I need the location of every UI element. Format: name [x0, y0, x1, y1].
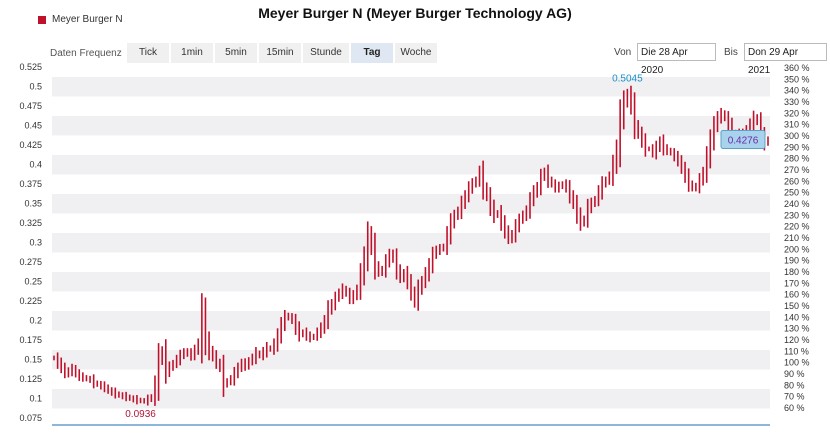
y-left-tick: 0.1 — [29, 394, 42, 404]
frequency-buttons: Tick 1min 5min 15min Stunde Tag Woche — [127, 43, 439, 63]
y-left-tick: 0.525 — [19, 62, 42, 72]
grid-band — [52, 77, 770, 97]
y-left-tick: 0.3 — [29, 238, 42, 248]
grid-band — [52, 194, 770, 214]
y-right-tick: 140 % — [784, 312, 810, 322]
freq-button-15min[interactable]: 15min — [259, 43, 301, 63]
y-axis-left: 0.525 0.5 0.475 0.45 0.425 0.4 0.375 0.35 0.325 0… — [19, 62, 42, 423]
grid-band — [52, 233, 770, 253]
y-right-tick: 110 % — [784, 346, 809, 356]
y-right-tick: 60 % — [784, 403, 805, 413]
y-right-tick: 190 % — [784, 256, 810, 266]
y-right-tick: 300 % — [784, 131, 810, 141]
frequency-label: Daten Frequenz — [50, 48, 122, 59]
current-price-box — [720, 130, 766, 150]
y-right-tick: 160 % — [784, 290, 810, 300]
y-left-tick: 0.175 — [19, 335, 42, 345]
grid-bands — [52, 77, 770, 409]
grid-band — [52, 311, 770, 331]
y-left-tick: 0.225 — [19, 296, 42, 306]
y-left-tick: 0.5 — [29, 82, 42, 92]
to-label: Bis — [724, 47, 738, 58]
legend: Meyer Burger N — [38, 14, 123, 25]
freq-button-tick[interactable]: Tick — [127, 43, 169, 63]
y-right-tick: 130 % — [784, 324, 810, 334]
y-left-tick: 0.25 — [24, 277, 42, 287]
y-right-tick: 290 % — [784, 142, 810, 152]
y-right-tick: 320 % — [784, 108, 810, 118]
y-right-tick: 270 % — [784, 165, 810, 175]
y-right-tick: 360 % — [784, 63, 810, 73]
y-right-tick: 230 % — [784, 210, 810, 220]
price-series — [53, 85, 769, 406]
y-right-tick: 150 % — [784, 301, 810, 311]
y-left-tick: 0.375 — [19, 179, 42, 189]
min-annotation: 0.0936 — [125, 409, 156, 420]
y-right-tick: 240 % — [784, 199, 810, 209]
from-label: Von — [614, 47, 632, 58]
grid-band — [52, 155, 770, 175]
y-right-tick: 210 % — [784, 233, 810, 243]
current-price-label: 0.4276 — [728, 136, 759, 147]
y-right-tick: 80 % — [784, 380, 805, 390]
grid-band — [52, 116, 770, 136]
grid-band — [52, 389, 770, 409]
y-right-tick: 70 % — [784, 392, 805, 402]
y-right-tick: 350 % — [784, 74, 810, 84]
y-left-tick: 0.475 — [19, 101, 42, 111]
grid-band — [52, 350, 770, 370]
y-left-tick: 0.15 — [24, 355, 42, 365]
from-date-input[interactable]: Die 28 Apr 2020 — [637, 43, 716, 76]
max-annotation: 0.5045 — [612, 73, 643, 84]
freq-button-stunde[interactable]: Stunde — [303, 43, 349, 63]
y-left-tick: 0.425 — [19, 140, 42, 150]
y-right-tick: 120 % — [784, 335, 810, 345]
freq-button-5min[interactable]: 5min — [215, 43, 257, 63]
y-left-tick: 0.325 — [19, 218, 42, 228]
freq-button-tag[interactable]: Tag — [351, 43, 393, 63]
y-left-tick: 0.275 — [19, 257, 42, 267]
y-left-tick: 0.45 — [24, 121, 42, 131]
y-right-tick: 100 % — [784, 358, 810, 368]
y-right-tick: 170 % — [784, 278, 810, 288]
freq-button-1min[interactable]: 1min — [171, 43, 213, 63]
y-right-tick: 180 % — [784, 267, 810, 277]
y-left-tick: 0.4 — [29, 160, 42, 170]
y-right-tick: 220 % — [784, 222, 810, 232]
chart-title: Meyer Burger N (Meyer Burger Technology … — [258, 5, 572, 21]
y-right-tick: 340 % — [784, 86, 810, 96]
y-left-tick: 0.075 — [19, 413, 42, 423]
to-date-input[interactable]: Don 29 Apr 2021 — [744, 43, 827, 76]
y-right-tick: 200 % — [784, 244, 810, 254]
y-left-tick: 0.35 — [24, 199, 42, 209]
legend-swatch — [38, 15, 46, 24]
y-right-tick: 330 % — [784, 97, 810, 107]
legend-label: Meyer Burger N — [52, 14, 123, 25]
y-axis-right: 360 %350 % 340 %330 %320 % 310 %300 %290 %… — [784, 63, 810, 413]
freq-button-woche[interactable]: Woche — [395, 43, 437, 63]
y-left-tick: 0.125 — [19, 374, 42, 384]
y-right-tick: 280 % — [784, 154, 810, 164]
y-right-tick: 260 % — [784, 176, 810, 186]
y-left-tick: 0.2 — [29, 316, 42, 326]
y-right-tick: 90 % — [784, 369, 805, 379]
y-right-tick: 250 % — [784, 188, 810, 198]
y-right-tick: 310 % — [784, 120, 810, 130]
